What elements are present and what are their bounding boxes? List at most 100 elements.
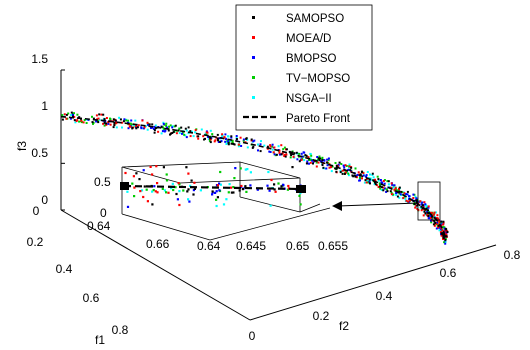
point-moea-d — [440, 234, 443, 237]
inset-point-moea-d — [156, 191, 159, 194]
point-nsga-ii — [98, 118, 101, 121]
inset-point-nsga-ii — [244, 168, 247, 171]
point-samopso — [377, 178, 380, 181]
legend-marker-nsga2 — [252, 96, 255, 99]
point-samopso — [151, 123, 154, 126]
point-moea-d — [433, 211, 436, 214]
point-bmopso — [225, 138, 227, 140]
inset-point-nsga-ii — [163, 189, 166, 192]
inset-point-samopso — [193, 187, 196, 190]
point-moea-d — [416, 207, 419, 210]
point-nsga-ii — [425, 206, 428, 208]
legend-item: NSGA−II — [252, 93, 332, 105]
point-tv-mopso — [168, 125, 170, 128]
point-samopso — [289, 151, 292, 154]
point-samopso — [427, 209, 429, 212]
point-tv-mopso — [130, 123, 133, 126]
point-samopso — [398, 186, 401, 189]
point-tv-mopso — [61, 114, 64, 117]
point-nsga-ii — [146, 128, 149, 131]
point-bmopso — [227, 140, 230, 143]
inset-point-tv-mopso — [161, 187, 164, 190]
point-tv-mopso — [321, 156, 324, 159]
point-tv-mopso — [282, 148, 285, 151]
point-moea-d — [409, 199, 412, 202]
point-tv-mopso — [308, 159, 310, 161]
inset-point-samopso — [175, 192, 178, 196]
point-tv-mopso — [301, 157, 304, 160]
point-tv-mopso — [354, 167, 357, 170]
inset-point-moea-d — [229, 186, 233, 189]
point-moea-d — [143, 126, 146, 129]
point-moea-d — [272, 151, 275, 154]
point-moea-d — [441, 229, 444, 232]
point-bmopso — [399, 193, 402, 196]
point-moea-d — [365, 181, 368, 184]
point-samopso — [413, 203, 416, 206]
point-nsga-ii — [191, 130, 193, 133]
inset-point-nsga-ii — [140, 189, 144, 192]
inset-point-moea-d — [146, 200, 149, 203]
inset-point-nsga-ii — [151, 190, 154, 193]
point-samopso — [427, 212, 430, 214]
point-samopso — [112, 126, 115, 129]
point-bmopso — [408, 195, 410, 198]
inset-point-moea-d — [154, 190, 157, 193]
point-samopso — [251, 146, 254, 149]
point-nsga-ii — [74, 121, 77, 124]
point-moea-d — [202, 135, 205, 138]
point-tv-mopso — [92, 122, 94, 125]
point-moea-d — [439, 231, 442, 234]
point-tv-mopso — [298, 152, 301, 155]
point-bmopso — [312, 160, 315, 163]
point-tv-mopso — [208, 139, 211, 142]
point-tv-mopso — [67, 112, 70, 115]
legend-box — [235, 4, 373, 131]
point-tv-mopso — [340, 163, 343, 165]
point-samopso — [334, 167, 337, 170]
inset-point-nsga-ii — [215, 204, 218, 208]
point-tv-mopso — [345, 170, 348, 173]
inset-point-moea-d — [274, 190, 277, 193]
inset-point-tv-mopso — [165, 179, 169, 182]
point-samopso — [432, 223, 435, 226]
point-samopso — [160, 125, 163, 128]
point-tv-mopso — [315, 161, 318, 164]
inset-dense-cluster-right — [296, 185, 306, 193]
point-nsga-ii — [263, 144, 266, 147]
point-nsga-ii — [309, 157, 312, 160]
point-samopso — [119, 118, 122, 121]
point-bmopso — [152, 128, 155, 130]
point-moea-d — [382, 180, 385, 182]
point-nsga-ii — [369, 173, 371, 176]
point-bmopso — [391, 183, 394, 186]
z-axis-label: f3 — [15, 141, 29, 151]
point-moea-d — [430, 216, 432, 219]
point-moea-d — [414, 206, 417, 209]
point-bmopso — [300, 152, 303, 155]
point-samopso — [424, 212, 427, 215]
point-samopso — [230, 135, 233, 138]
legend-label-nsga2: NSGA−II — [286, 93, 332, 105]
point-tv-mopso — [345, 165, 348, 167]
point-tv-mopso — [183, 133, 186, 136]
inset-point-tv-mopso — [298, 194, 301, 197]
point-samopso — [78, 116, 81, 119]
inset-point-tv-mopso — [232, 186, 235, 189]
point-samopso — [103, 118, 106, 121]
point-tv-mopso — [392, 193, 395, 196]
point-bmopso — [171, 126, 174, 129]
point-bmopso — [381, 181, 384, 184]
point-bmopso — [220, 140, 223, 143]
point-samopso — [369, 182, 371, 185]
inset-point-moea-d — [124, 171, 127, 175]
f2-axis-line — [249, 244, 497, 321]
inset-point-nsga-ii — [171, 182, 174, 185]
point-bmopso — [242, 138, 245, 141]
point-bmopso — [72, 113, 74, 116]
point-tv-mopso — [78, 120, 81, 123]
point-moea-d — [361, 177, 363, 180]
point-samopso — [343, 173, 346, 175]
inset-point-tv-mopso — [131, 182, 134, 185]
inset-point-bmopso — [176, 198, 179, 201]
